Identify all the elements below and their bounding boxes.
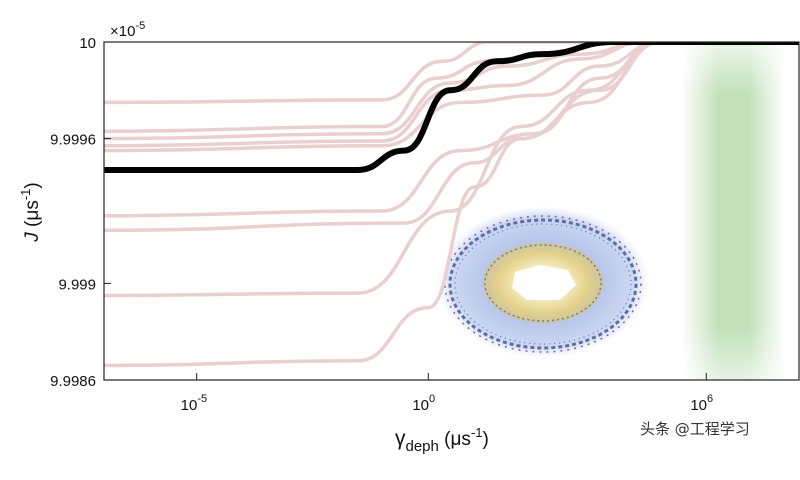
y-tick-label: 9.9986 [50, 373, 96, 390]
series-line-background-5 [104, 42, 799, 153]
series-line-background-3 [104, 42, 799, 141]
x-axis-label: γdeph (μs-1) [395, 425, 489, 455]
x-tick-label: 10-5 [181, 393, 207, 414]
y-axis-label: J (μs-1) [18, 182, 43, 242]
series-line-background-9 [104, 42, 799, 368]
y-tick-label: 10 [79, 35, 96, 52]
series-line-background-6 [104, 42, 799, 218]
x-tick-label: 100 [412, 393, 435, 414]
y-tick-label: 9.9996 [50, 132, 96, 149]
highlight-region-fade [682, 42, 786, 380]
plot-frame [103, 41, 800, 381]
watermark: 头条 @工程学习 [640, 420, 750, 438]
y-tick-label: 9.999 [58, 276, 96, 293]
series-line-background-4 [104, 42, 799, 148]
series-line-background-2 [104, 42, 799, 134]
series-line-background-1 [104, 42, 799, 105]
x-tick-label: 106 [690, 393, 713, 414]
ring-complex-illustration [437, 206, 649, 358]
y-multiplier-label: ×10-5 [110, 20, 145, 40]
series-line-highlighted [104, 42, 799, 173]
